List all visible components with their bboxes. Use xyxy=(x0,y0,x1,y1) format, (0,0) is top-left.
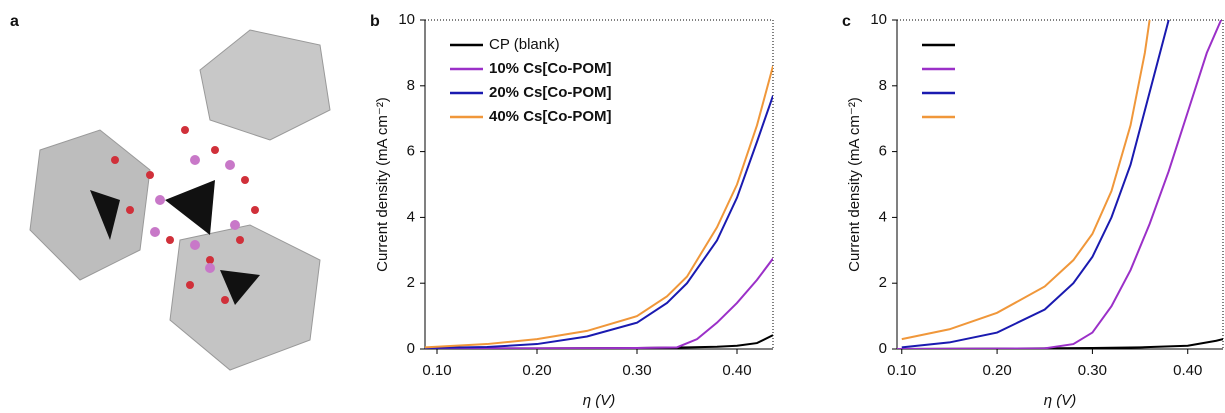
x-axis-label: η (V) xyxy=(1044,392,1077,409)
panel-label: a xyxy=(10,13,19,30)
y-tick-label: 6 xyxy=(407,143,415,160)
series-line xyxy=(425,95,773,349)
y-axis-label: Current density (mA cm⁻²) xyxy=(374,97,391,272)
panel-label: c xyxy=(842,13,851,30)
polyhedron xyxy=(220,270,260,305)
x-tick-label: 0.20 xyxy=(522,362,551,379)
atoms xyxy=(150,155,240,273)
x-tick-label: 0.10 xyxy=(422,362,451,379)
series-line xyxy=(897,338,1223,349)
y-tick-label: 0 xyxy=(407,340,415,357)
y-tick-label: 4 xyxy=(407,208,415,225)
x-tick-label: 0.20 xyxy=(982,362,1011,379)
series-line xyxy=(425,65,773,349)
legend-label: 10% Cs[Co-POM] xyxy=(489,60,612,77)
legend-label: CP (blank) xyxy=(489,36,560,53)
y-tick-label: 8 xyxy=(879,77,887,94)
y-tick-label: 10 xyxy=(870,11,887,28)
polyhedron xyxy=(29,129,151,281)
y-tick-label: 8 xyxy=(407,77,415,94)
series-line xyxy=(897,20,1223,349)
polyhedron xyxy=(199,29,331,141)
atoms xyxy=(111,126,259,304)
polyhedron xyxy=(165,180,215,235)
x-tick-label: 0.40 xyxy=(722,362,751,379)
y-tick-label: 0 xyxy=(879,340,887,357)
molecule-illustration xyxy=(29,29,331,371)
x-tick-label: 0.10 xyxy=(887,362,916,379)
legend-label: 20% Cs[Co-POM] xyxy=(489,84,612,101)
series-line xyxy=(901,20,1151,341)
x-tick-label: 0.40 xyxy=(1173,362,1202,379)
x-tick-label: 0.30 xyxy=(622,362,651,379)
series-line xyxy=(901,20,1170,349)
x-tick-label: 0.30 xyxy=(1078,362,1107,379)
x-axis-label: η (V) xyxy=(583,392,616,409)
y-tick-label: 10 xyxy=(398,11,415,28)
series-line xyxy=(425,257,773,349)
y-tick-label: 6 xyxy=(879,143,887,160)
y-tick-label: 2 xyxy=(879,274,887,291)
panel-label: b xyxy=(370,13,380,30)
legend-label: 40% Cs[Co-POM] xyxy=(489,108,612,125)
y-tick-label: 2 xyxy=(407,274,415,291)
polyhedron xyxy=(90,190,120,240)
y-tick-label: 4 xyxy=(879,208,887,225)
y-axis-label: Current density (mA cm⁻²) xyxy=(846,97,863,272)
